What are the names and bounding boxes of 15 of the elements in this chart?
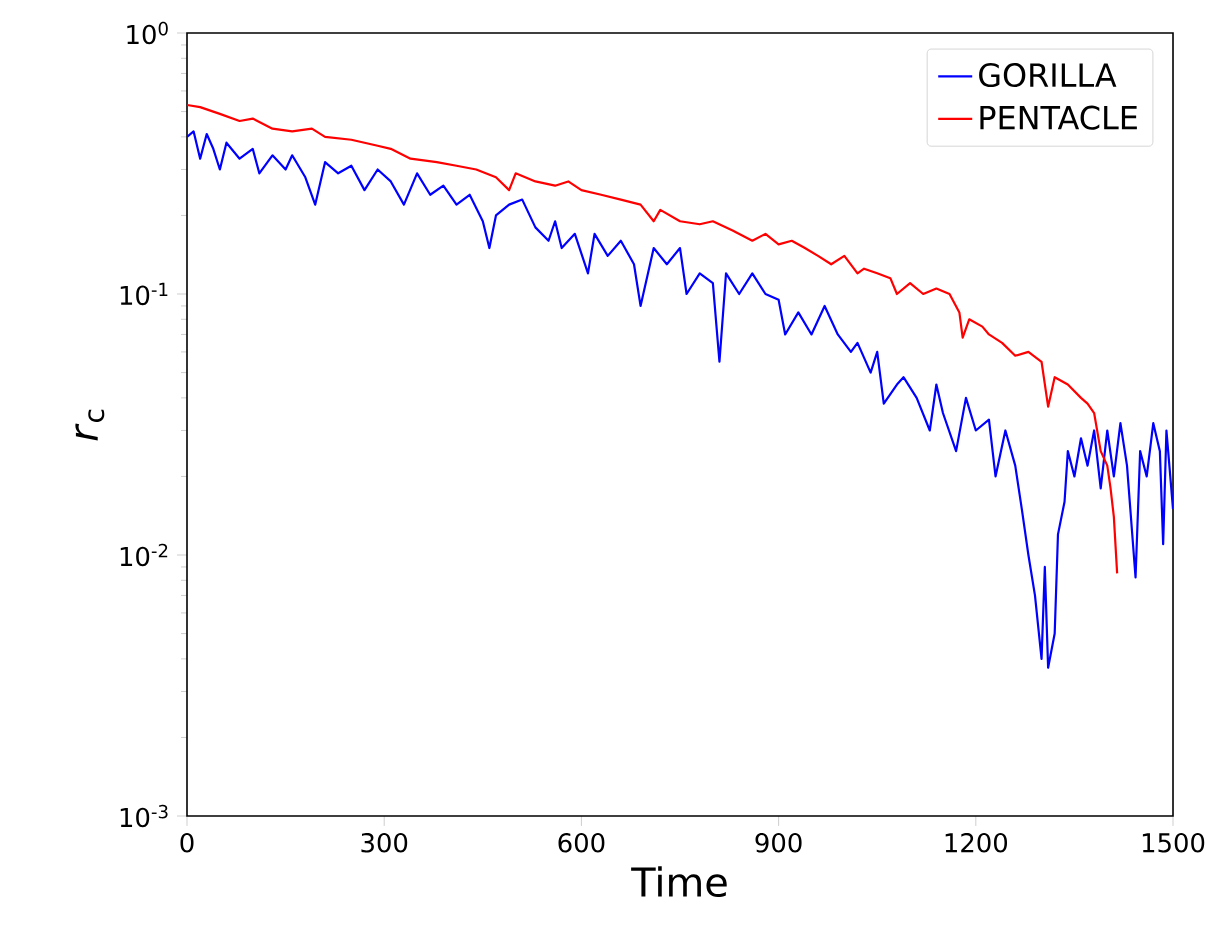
x-tick-label: 600 [558, 832, 605, 853]
y-tick-label: 10$^{-1}$ [120, 282, 168, 306]
x-tick-label: 900 [755, 832, 802, 853]
y-tick-label: 10$^{-3}$ [120, 804, 168, 828]
y-tick-label: 10$^{-2}$ [120, 543, 168, 567]
legend-label: PENTACLE [980, 105, 1137, 130]
x-tick-label: 0 [180, 832, 194, 853]
y-axis-title: r$_{c}$ [75, 409, 105, 441]
line-series [187, 130, 1174, 669]
x-tick-label: 300 [361, 832, 408, 853]
x-tick-label: 1200 [945, 832, 1008, 853]
x-axis-title: Time [631, 866, 727, 898]
legend-label: GORILLA [979, 63, 1117, 88]
x-tick-label: 1500 [1142, 832, 1205, 853]
y-tick-label: 10$^{0}$ [127, 21, 168, 45]
